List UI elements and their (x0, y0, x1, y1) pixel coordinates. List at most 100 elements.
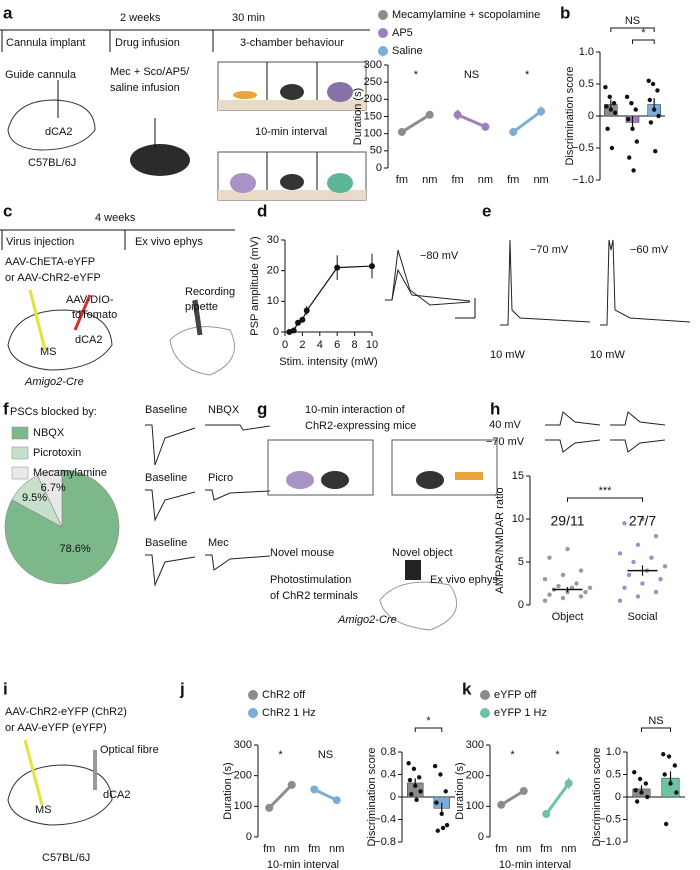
trace-label: Mec (208, 537, 229, 549)
y-tick-label: 1.0 (606, 746, 621, 758)
trace-label: Baseline (145, 404, 187, 416)
x-tick-label: 0 (282, 339, 288, 351)
legend-label: Saline (392, 45, 423, 57)
bracket (641, 727, 671, 732)
y-tick-label: 0.5 (606, 768, 621, 780)
label: Novel mouse (270, 547, 334, 559)
label: AAV-ChR2-eYFP (ChR2) (5, 706, 127, 718)
panel-label: g (257, 399, 267, 418)
layout (0, 29, 691, 826)
data-dot (409, 791, 414, 797)
data-point (519, 787, 528, 795)
x-tick-label: 4 (317, 339, 323, 351)
label: tdTomato (72, 309, 117, 321)
label: or AAV-ChR2-eYFP (5, 272, 101, 284)
y-tick-label: 0 (273, 326, 279, 338)
data-dot (626, 572, 632, 578)
y-tick-label: −0.5 (599, 813, 621, 825)
bracket-label: NS (648, 715, 663, 727)
n-label: 27/7 (629, 513, 656, 529)
data-dot (435, 828, 440, 833)
label: Photostimulation (270, 574, 351, 586)
data-dot (640, 581, 645, 586)
label: AAV-ChETA-eYFP (5, 256, 95, 268)
x-tick-label: nm (284, 843, 299, 855)
data-dot (624, 94, 630, 100)
slice-label: 9.5% (22, 492, 47, 504)
legend-title: PSCs blocked by: (10, 406, 97, 418)
data-dot (643, 781, 649, 786)
annotation: NS (318, 749, 333, 761)
data-dot (617, 551, 623, 556)
label: −80 mV (420, 250, 459, 262)
panel-label: f (3, 399, 9, 418)
legend-marker (480, 690, 490, 700)
legend-label: Mecamylamine + scopolamine (392, 9, 540, 21)
data-point (509, 127, 518, 136)
trace-label: Baseline (145, 472, 187, 484)
label: 10-min interaction of (305, 404, 406, 416)
x-tick-label: nm (516, 843, 531, 855)
data-dot (578, 594, 584, 599)
data-point (290, 327, 297, 334)
data-point (299, 316, 306, 323)
y-tick-label: 0 (390, 791, 396, 803)
x-tick-label: fm (540, 843, 552, 855)
data-line (268, 783, 293, 809)
legend-label: Picrotoxin (33, 447, 81, 459)
data-dot (653, 589, 659, 595)
data-dot (637, 776, 643, 782)
annotation: * (525, 69, 530, 81)
pie-slice (37, 469, 63, 528)
y-tick-label: 5 (518, 556, 524, 568)
bracket-label: * (426, 715, 431, 727)
bracket-label: NS (625, 15, 640, 27)
legend-label: ChR2 off (262, 689, 306, 701)
y-tick-label: 0 (246, 831, 252, 843)
data-point (564, 779, 573, 788)
y-tick-label: 0 (376, 162, 382, 174)
legend-marker (480, 708, 490, 718)
legend-label: AP5 (392, 27, 413, 39)
step: Virus injection (6, 236, 74, 248)
label: −60 mV (630, 244, 669, 256)
data-dot (407, 777, 413, 783)
data-dot (443, 789, 448, 794)
panel-label: a (3, 3, 13, 22)
label: 10 mW (490, 349, 525, 361)
x-tick-label: fm (507, 174, 519, 186)
data-dot (633, 107, 638, 112)
panel-label: d (257, 201, 267, 220)
data-point (537, 107, 546, 116)
legend-marker (378, 46, 388, 56)
label: Recording (185, 286, 235, 298)
y-tick-label: 150 (364, 110, 382, 122)
label: dCA2 (75, 334, 103, 346)
label: 40 mV (489, 419, 521, 431)
bracket (610, 27, 655, 32)
y-tick-label: 50 (370, 145, 382, 157)
texts: a 2 weeks 30 min Cannula implant Drug in… (3, 3, 669, 863)
n-label: 29/11 (551, 513, 585, 529)
x-tick-label: 6 (334, 339, 340, 351)
x-tick-label: fm (495, 843, 507, 855)
data-dot (411, 766, 417, 772)
data-line (512, 110, 542, 134)
legend-swatch (11, 466, 29, 480)
data-dot (417, 775, 422, 780)
y-tick-label: 0.4 (381, 768, 396, 780)
timeline: 2 weeks (120, 12, 161, 24)
label: of ChR2 terminals (270, 590, 359, 602)
data-dot (631, 559, 636, 565)
y-axis-label: Discrimination score (366, 747, 378, 846)
x-tick-label: nm (422, 174, 437, 186)
data-point (287, 780, 296, 789)
x-axis-label: Stim. intensity (mW) (279, 356, 377, 368)
data-point (369, 263, 375, 270)
x-tick-label: nm (478, 174, 493, 186)
label: Amigo2-Cre (24, 376, 84, 388)
panel-label: e (482, 201, 491, 220)
label: 10 mW (590, 349, 625, 361)
data-dot (647, 97, 653, 103)
